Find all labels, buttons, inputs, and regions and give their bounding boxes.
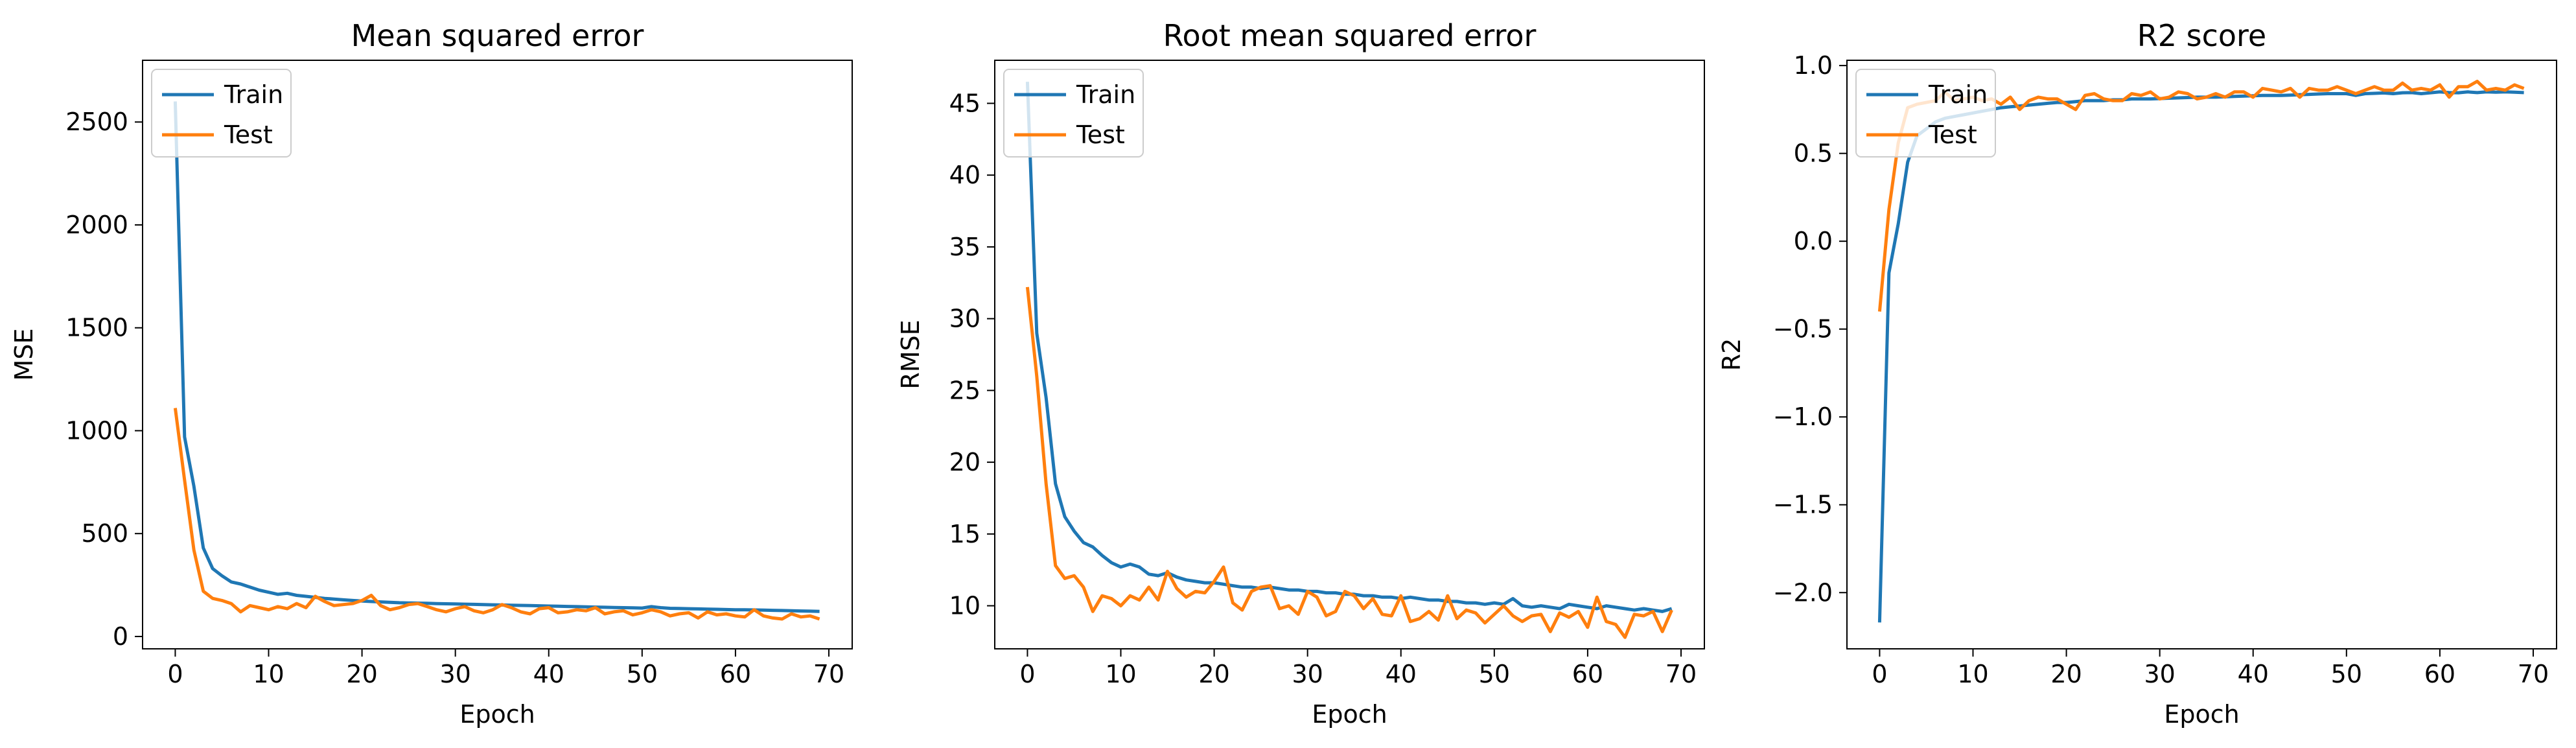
x-tick-label: 40 xyxy=(2238,660,2269,688)
x-tick-label: 70 xyxy=(813,660,844,688)
x-tick-label: 30 xyxy=(2144,660,2175,688)
series-line-test xyxy=(173,408,820,621)
x-tick-label: 40 xyxy=(533,660,564,688)
y-tick-label: 0 xyxy=(113,622,128,651)
panel-2: Root mean squared error 0 10 20 30 40 50 60 70 10… xyxy=(896,18,1705,729)
y-axis-label: RMSE xyxy=(896,320,925,389)
legend: Train Test xyxy=(151,69,292,158)
chart-title: Root mean squared error xyxy=(1163,18,1537,53)
series-line-train xyxy=(173,101,820,613)
x-tick-label: 70 xyxy=(1665,660,1697,688)
plot-frame xyxy=(994,60,1705,649)
y-tick-label: 2000 xyxy=(65,211,128,239)
y-tick-label: 1000 xyxy=(65,416,128,445)
y-tick-label: −1.5 xyxy=(1773,491,1833,519)
y-axis-label: R2 xyxy=(1717,338,1746,371)
series-line-test xyxy=(1025,286,1673,639)
x-tick-label: 50 xyxy=(1479,660,1510,688)
x-tick-label: 60 xyxy=(1572,660,1603,688)
x-tick-label: 30 xyxy=(1292,660,1323,688)
y-tick-label: 1500 xyxy=(65,314,128,342)
y-tick-label: 45 xyxy=(949,89,981,117)
panel-1: Mean squared error 0 10 20 30 40 50 60 70 0 500 100… xyxy=(10,18,853,729)
legend: Train Test xyxy=(1855,69,1996,158)
legend-label-test: Test xyxy=(1928,121,1977,149)
y-tick-label: −2.0 xyxy=(1773,578,1833,607)
x-tick-label: 30 xyxy=(439,660,470,688)
legend-label-test: Test xyxy=(1076,121,1125,149)
y-tick-label: 25 xyxy=(949,376,981,404)
y-tick-label: 40 xyxy=(949,161,981,189)
x-axis-label: Epoch xyxy=(1312,700,1387,729)
x-tick-label: 20 xyxy=(2050,660,2082,688)
x-tick-label: 0 xyxy=(1019,660,1035,688)
y-tick-label: 0.0 xyxy=(1794,227,1833,255)
y-tick-label: 30 xyxy=(949,305,981,333)
y-tick-label: −0.5 xyxy=(1773,315,1833,344)
x-tick-label: 0 xyxy=(1872,660,1887,688)
x-tick-label: 40 xyxy=(1386,660,1417,688)
x-tick-label: 10 xyxy=(1957,660,1988,688)
y-tick-label: 20 xyxy=(949,448,981,476)
legend-label-test: Test xyxy=(224,121,273,149)
legend-label-train: Train xyxy=(1928,80,1988,109)
x-axis-label: Epoch xyxy=(459,700,535,729)
y-tick-label: 0.5 xyxy=(1794,139,1833,168)
y-tick-label: 15 xyxy=(949,520,981,548)
x-tick-label: 20 xyxy=(346,660,377,688)
y-tick-label: 1.0 xyxy=(1794,51,1833,80)
x-tick-label: 50 xyxy=(2331,660,2362,688)
y-tick-label: −1.0 xyxy=(1773,403,1833,431)
x-tick-label: 50 xyxy=(627,660,658,688)
x-tick-label: 20 xyxy=(1198,660,1229,688)
panel-3: R2 score 0 10 20 30 40 50 60 70 −2.0 −1.5 −1.0 −0.5 0… xyxy=(1717,18,2557,729)
x-tick-label: 10 xyxy=(253,660,284,688)
legend: Train Test xyxy=(1003,69,1144,158)
legend-label-train: Train xyxy=(224,80,283,109)
chart-title: R2 score xyxy=(2137,18,2266,53)
x-tick-label: 60 xyxy=(720,660,751,688)
plot-frame xyxy=(1846,60,2557,649)
chart-title: Mean squared error xyxy=(351,18,644,53)
y-tick-label: 35 xyxy=(949,233,981,261)
y-tick-label: 10 xyxy=(949,592,981,620)
y-tick-label: 500 xyxy=(81,519,128,548)
y-tick-label: 2500 xyxy=(65,108,128,136)
x-tick-label: 0 xyxy=(167,660,183,688)
plot-frame xyxy=(142,60,853,649)
y-axis-label: MSE xyxy=(10,329,38,381)
x-tick-label: 60 xyxy=(2424,660,2455,688)
x-axis-label: Epoch xyxy=(2164,700,2239,729)
x-tick-label: 10 xyxy=(1105,660,1136,688)
legend-label-train: Train xyxy=(1076,80,1135,109)
x-tick-label: 70 xyxy=(2518,660,2549,688)
